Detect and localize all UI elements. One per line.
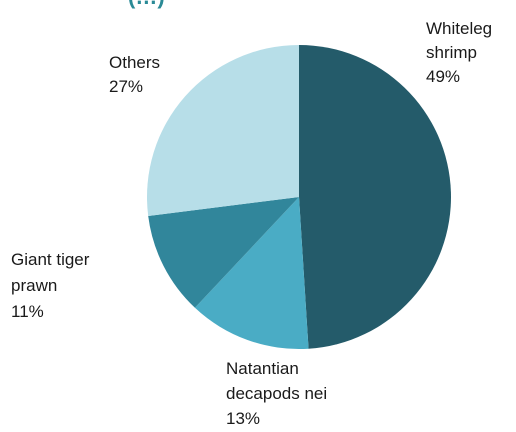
slice-label-others: Others 27% xyxy=(109,53,165,96)
slice-label-natantian-decapods: Natantian decapods nei 13% xyxy=(226,359,332,427)
slice-giant-tiger-prawn xyxy=(148,197,299,308)
slice-percent: 49% xyxy=(426,67,460,86)
slice-label-line: Others xyxy=(109,53,160,72)
slice-others xyxy=(147,44,299,217)
slice-label-whiteleg-shrimp: Whiteleg shrimp 49% xyxy=(426,19,497,86)
slice-label-line: shrimp xyxy=(426,43,477,62)
slice-label-line: Whiteleg xyxy=(426,19,492,38)
slice-label-line: Giant tiger xyxy=(11,250,90,269)
chart-title-fragment: (…) xyxy=(128,0,165,9)
slice-label-giant-tiger-prawn: Giant tiger prawn 11% xyxy=(11,250,94,321)
slice-percent: 27% xyxy=(109,77,143,96)
slice-whiteleg-shrimp xyxy=(299,45,451,349)
slice-label-line: Natantian xyxy=(226,359,299,378)
slice-percent: 13% xyxy=(226,409,260,427)
pie-slices xyxy=(147,44,451,349)
slice-label-line: decapods nei xyxy=(226,384,327,403)
slice-natantian-decapods xyxy=(194,197,309,349)
slice-label-line: prawn xyxy=(11,276,57,295)
slice-percent: 11% xyxy=(11,302,44,321)
